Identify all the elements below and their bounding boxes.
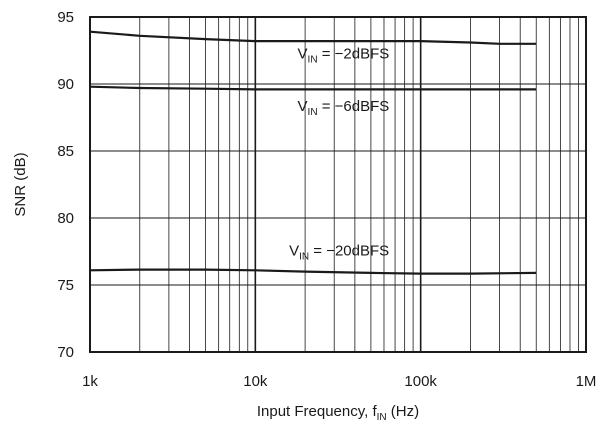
x-axis-title-units: (Hz) xyxy=(387,403,420,420)
y-tick-label: 95 xyxy=(57,9,74,26)
y-tick-label: 85 xyxy=(57,143,74,160)
series-annotation: VIN = −20dBFS xyxy=(289,243,389,263)
x-tick-label: 10k xyxy=(243,373,268,390)
annotation-value: = −2dBFS xyxy=(318,46,390,63)
plot-frame xyxy=(89,16,587,353)
x-axis-title-subscript: IN xyxy=(377,412,387,423)
x-tick-label: 1M xyxy=(576,373,597,390)
y-tick-label: 80 xyxy=(57,210,74,227)
series-line xyxy=(89,85,537,91)
x-tick-label: 1k xyxy=(82,373,98,390)
series-annotation: VIN = −2dBFS xyxy=(298,46,390,66)
y-tick-label: 70 xyxy=(57,344,74,361)
annotation-value: = −6dBFS xyxy=(318,98,390,115)
x-axis-title-main: Input Frequency, f xyxy=(257,403,378,420)
annotation-subscript: IN xyxy=(299,252,309,263)
minor-gridlines xyxy=(139,17,579,352)
y-axis-title: SNR (dB) xyxy=(12,152,29,216)
major-gridlines xyxy=(89,16,587,353)
series-line xyxy=(89,268,537,275)
annotation-symbol: V xyxy=(298,46,308,63)
x-axis-title: Input Frequency, fIN (Hz) xyxy=(257,403,419,423)
annotation-symbol: V xyxy=(289,243,299,260)
series-annotation: VIN = −6dBFS xyxy=(298,98,390,118)
annotation-subscript: IN xyxy=(308,107,318,118)
series-line xyxy=(89,30,537,45)
x-tick-label: 100k xyxy=(404,373,437,390)
annotation-symbol: V xyxy=(298,98,308,115)
x-tick-labels: 1k 10k 100k 1M xyxy=(82,373,596,390)
y-tick-label: 75 xyxy=(57,277,74,294)
y-tick-labels: 70 75 80 85 90 95 xyxy=(57,9,74,361)
annotation-subscript: IN xyxy=(308,55,318,66)
series-layer xyxy=(89,30,537,275)
annotation-value: = −20dBFS xyxy=(309,243,389,260)
y-tick-label: 90 xyxy=(57,76,74,93)
